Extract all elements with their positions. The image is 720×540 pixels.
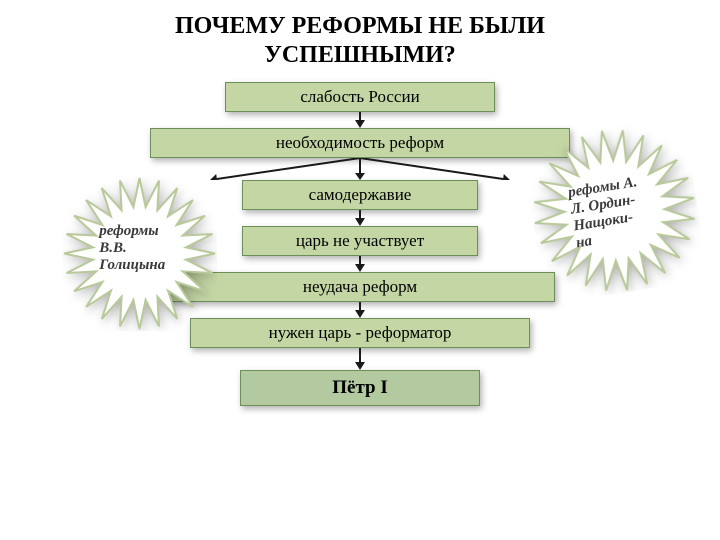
title-line1: ПОЧЕМУ РЕФОРМЫ НЕ БЫЛИ: [0, 12, 720, 41]
arrow-down-3: [353, 256, 367, 272]
flow-box-2: самодержавие: [242, 180, 478, 210]
arrow-down-5: [353, 348, 367, 370]
burst-right: рефомы А. Л. Ордин- Нащоки- на: [520, 116, 709, 305]
burst-left-label: реформы В.В. Голицына: [99, 223, 189, 275]
arrow-down-0: [353, 112, 367, 128]
burst-left: реформы В.В. Голицына: [62, 176, 217, 331]
flow-box-0: слабость России: [225, 82, 495, 112]
title-line2: УСПЕШНЫМИ?: [0, 41, 720, 70]
arrow-down-2: [353, 210, 367, 226]
flow-box-5: нужен царь - реформатор: [190, 318, 530, 348]
flow-box-1: необходимость реформ: [150, 128, 570, 158]
flow-box-3: царь не участвует: [242, 226, 478, 256]
flow-box-4: неудача реформ: [165, 272, 555, 302]
burst-right-label: рефомы А. Л. Ордин- Нащоки- на: [567, 170, 672, 253]
arrow-down-4: [353, 302, 367, 318]
flow-box-6: Пётр I: [240, 370, 480, 406]
